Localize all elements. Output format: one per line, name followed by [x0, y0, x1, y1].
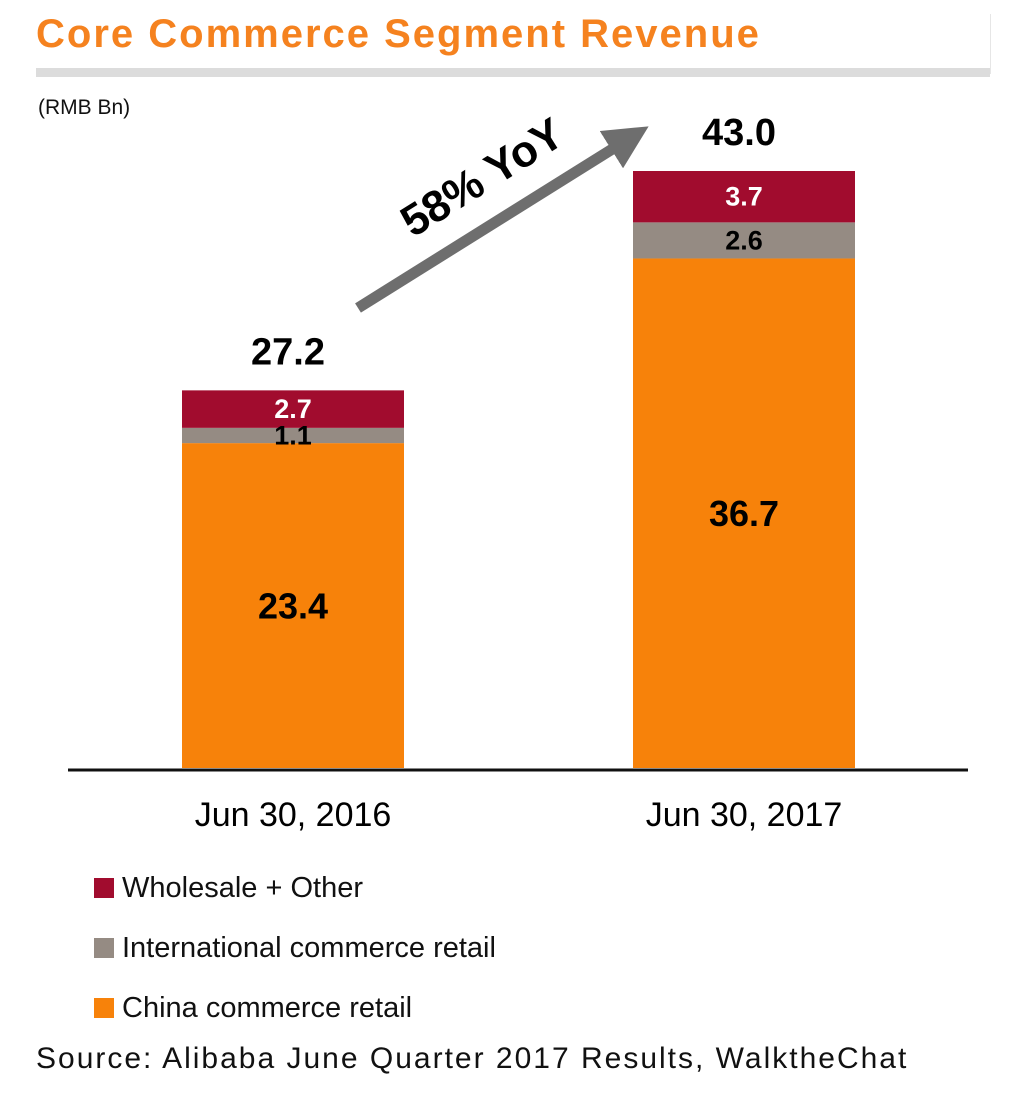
- unit-label: (RMB Bn): [38, 96, 131, 119]
- data-label: 3.7: [725, 182, 763, 212]
- legend-item-international: International commerce retail: [94, 918, 496, 978]
- legend: Wholesale + Other International commerce…: [94, 858, 496, 1038]
- title-divider-edge: [990, 14, 991, 74]
- title-divider: [36, 68, 990, 77]
- bar-segment: [633, 258, 855, 768]
- category-label: Jun 30, 2017: [646, 796, 843, 834]
- data-label: 23.4: [258, 586, 328, 627]
- legend-swatch: [94, 878, 114, 898]
- growth-arrow: [355, 126, 649, 313]
- data-label: 36.7: [709, 493, 779, 534]
- data-label: 2.7: [274, 394, 312, 424]
- legend-swatch: [94, 938, 114, 958]
- legend-label: International commerce retail: [122, 931, 496, 964]
- source-note: Source: Alibaba June Quarter 2017 Result…: [36, 1042, 909, 1075]
- bar-segment: [182, 427, 404, 444]
- legend-item-china: China commerce retail: [94, 978, 496, 1038]
- legend-label: Wholesale + Other: [122, 871, 363, 904]
- legend-item-wholesale: Wholesale + Other: [94, 858, 496, 918]
- total-label: 27.2: [251, 331, 325, 373]
- total-label: 43.0: [702, 112, 776, 154]
- bar-segment: [182, 443, 404, 768]
- category-label: Jun 30, 2016: [195, 796, 392, 834]
- legend-label: China commerce retail: [122, 991, 413, 1024]
- chart-title: Core Commerce Segment Revenue: [36, 12, 761, 56]
- legend-swatch: [94, 998, 114, 1018]
- bar-segment: [633, 222, 855, 259]
- data-label: 2.6: [725, 225, 763, 255]
- bar-segment: [182, 390, 404, 428]
- data-label: 1.1: [274, 420, 312, 450]
- bar-segment: [633, 171, 855, 223]
